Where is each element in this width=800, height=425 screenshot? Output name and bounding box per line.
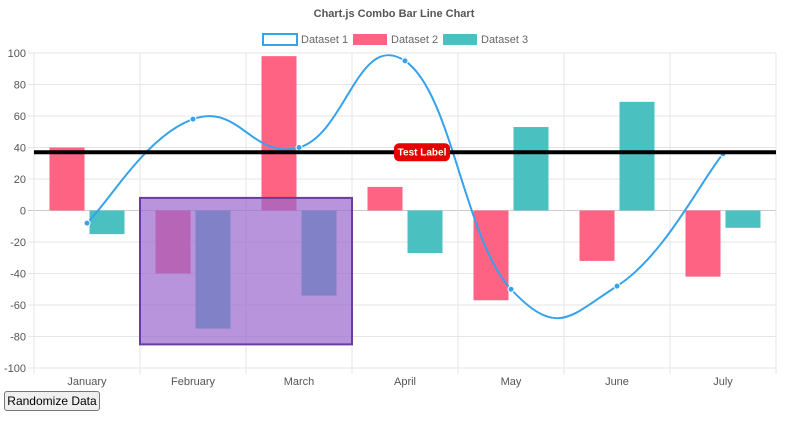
legend-item-dataset-3[interactable]: Dataset 3 (443, 34, 528, 46)
x-tick-label-february: February (171, 376, 216, 388)
y-tick-label: -40 (10, 269, 26, 281)
bar-dataset-2-may[interactable] (473, 210, 509, 301)
y-tick-label: 60 (14, 111, 26, 123)
randomize-data-button[interactable]: Randomize Data (4, 391, 100, 411)
point-dataset-1-may[interactable] (507, 285, 515, 293)
annotation-label: Test Label (398, 148, 447, 159)
bar-dataset-2-july[interactable] (685, 210, 721, 277)
x-tick-label-march: March (284, 376, 315, 388)
point-dataset-1-january[interactable] (83, 219, 91, 227)
y-tick-label: 80 (14, 80, 26, 92)
bar-dataset-3-june[interactable] (619, 101, 655, 211)
x-tick-label-april: April (394, 376, 416, 388)
y-tick-label: 20 (14, 174, 26, 186)
y-tick-label: -80 (10, 332, 26, 344)
box-annotation (139, 196, 353, 346)
x-tick-label-january: January (67, 376, 107, 388)
legend-item-dataset-2[interactable]: Dataset 2 (353, 34, 438, 46)
point-dataset-1-february[interactable] (189, 115, 197, 123)
y-tick-label: -20 (10, 237, 26, 249)
legend-label-dataset-3: Dataset 3 (481, 34, 528, 46)
x-axis: January February March April May June July (67, 376, 733, 388)
bar-dataset-2-june[interactable] (579, 210, 615, 261)
point-dataset-1-march[interactable] (295, 144, 303, 151)
bar-dataset-3-july[interactable] (725, 210, 761, 228)
point-dataset-1-april[interactable] (401, 57, 409, 65)
y-tick-label: 100 (8, 48, 26, 60)
bar-dataset-3-january[interactable] (89, 210, 125, 235)
box-annotation-rect (139, 196, 353, 346)
bar-dataset-2-april[interactable] (367, 186, 403, 211)
x-tick-label-july: July (713, 376, 733, 388)
x-tick-label-june: June (605, 376, 629, 388)
annotation-label-box (394, 143, 450, 162)
legend-swatch-dataset-2 (353, 34, 387, 45)
x-tick-label-may: May (501, 376, 522, 388)
line-annotation: Test Label (34, 143, 776, 162)
legend: Dataset 1 Dataset 2 Dataset 3 (262, 33, 528, 46)
legend-item-dataset-1[interactable]: Dataset 1 (262, 33, 348, 46)
point-dataset-1-june[interactable] (613, 282, 621, 290)
y-tick-label: -100 (4, 363, 26, 375)
bar-dataset-3-april[interactable] (407, 210, 443, 254)
y-tick-label: 0 (20, 206, 26, 218)
legend-swatch-dataset-1 (262, 33, 298, 46)
y-tick-label: -60 (10, 300, 26, 312)
bar-dataset-3-may[interactable] (513, 127, 549, 211)
bar-dataset-2-january[interactable] (49, 147, 85, 211)
bar-dataset-2-march[interactable] (261, 56, 297, 211)
chart-title: Chart.js Combo Bar Line Chart (314, 8, 475, 20)
chart: Chart.js Combo Bar Line Chart Dataset 1 … (4, 8, 777, 388)
legend-label-dataset-1: Dataset 1 (301, 34, 348, 46)
y-tick-label: 40 (14, 143, 26, 155)
y-axis: 100 80 60 40 20 0 -20 -40 -60 -80 -100 (4, 48, 26, 375)
legend-swatch-dataset-3 (443, 34, 477, 45)
legend-label-dataset-2: Dataset 2 (391, 34, 438, 46)
